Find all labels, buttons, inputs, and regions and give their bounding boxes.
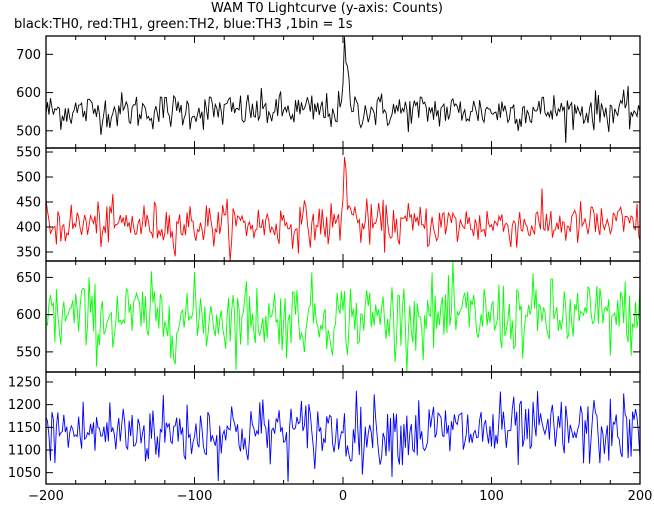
series-line-th3 (45, 390, 641, 483)
series-line-th1 (45, 156, 641, 262)
x-tick-label: −100 (177, 489, 213, 504)
panel-frame-1 (45, 35, 641, 149)
y-tick-label: 500 (16, 124, 41, 139)
series-line-th0 (45, 36, 641, 143)
y-tick-label: 700 (16, 48, 41, 63)
chart-subtitle: black:TH0, red:TH1, green:TH2, blue:TH3 … (14, 17, 353, 32)
y-tick-label: 350 (16, 246, 41, 261)
y-tick-label: 450 (16, 196, 41, 211)
y-tick-label: 1100 (8, 443, 41, 458)
y-tick-label: 600 (16, 308, 41, 323)
y-tick-label: 650 (16, 271, 41, 286)
y-tick-label: 1250 (8, 375, 41, 390)
x-tick-label: 100 (479, 489, 504, 504)
y-tick-label: 500 (16, 171, 41, 186)
x-tick-label: −200 (28, 489, 64, 504)
panel-frame-2 (45, 147, 641, 262)
y-tick-label: 1200 (8, 398, 41, 413)
y-tick-label: 400 (16, 221, 41, 236)
panel-frame-3 (45, 260, 641, 373)
y-tick-label: 1050 (8, 466, 41, 481)
x-tick-label: 200 (628, 489, 653, 504)
chart-title: WAM T0 Lightcurve (y-axis: Counts) (211, 1, 443, 16)
y-tick-label: 600 (16, 86, 41, 101)
y-tick-label: 550 (16, 146, 41, 161)
y-tick-label: 550 (16, 345, 41, 360)
y-tick-label: 1150 (8, 421, 41, 436)
series-line-th2 (45, 260, 641, 373)
x-tick-label: 0 (339, 489, 347, 504)
